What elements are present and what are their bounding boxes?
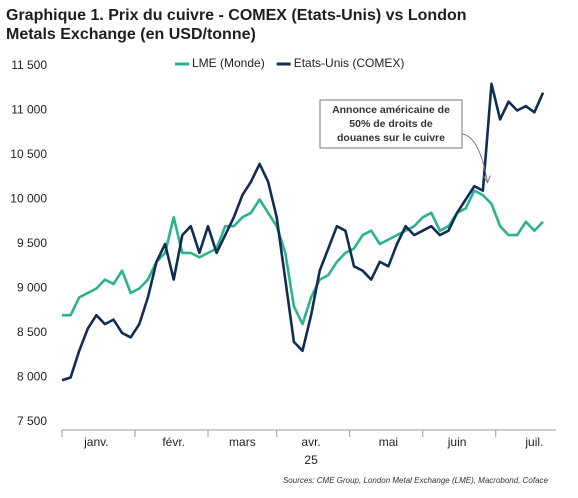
y-tick-label: 10 500 (10, 147, 47, 161)
series-line (62, 189, 544, 326)
x-tick-label: juin (447, 435, 467, 449)
annotation-arrowhead (483, 175, 491, 184)
annotation-text: 50% de droits de (349, 118, 433, 130)
chart-title: Graphique 1. Prix du cuivre - COMEX (Eta… (6, 7, 467, 24)
y-tick-label: 9 000 (17, 281, 47, 295)
y-tick-label: 11 000 (11, 103, 47, 117)
y-tick-label: 8 500 (17, 325, 47, 339)
y-tick-label: 11 500 (11, 58, 47, 72)
x-tick-label: mai (379, 435, 398, 449)
annotation-text: douanes sur le cuivre (337, 132, 445, 144)
year-label: 25 (304, 453, 318, 467)
x-tick-label: juil. (524, 435, 543, 449)
x-tick-label: avr. (301, 435, 320, 449)
legend-label: Etats-Unis (COMEX) (294, 56, 405, 70)
annotation-box (319, 99, 463, 149)
chart-title: Metals Exchange (en USD/tonne) (6, 26, 256, 43)
y-tick-label: 7 500 (17, 414, 47, 428)
series-line (61, 82, 545, 382)
annotation-text: Annonce américaine de (332, 104, 450, 116)
source: Sources: CME Group, London Metal Exchang… (283, 476, 549, 485)
annotation-arrow (461, 133, 488, 183)
legend-label: LME (Monde) (192, 56, 265, 70)
y-tick-label: 9 500 (17, 236, 47, 250)
y-tick-label: 10 000 (10, 192, 47, 206)
y-tick-label: 8 000 (17, 370, 47, 384)
x-tick-label: févr. (162, 435, 185, 449)
x-tick-label: janv. (83, 435, 108, 449)
x-tick-label: mars (229, 435, 256, 449)
